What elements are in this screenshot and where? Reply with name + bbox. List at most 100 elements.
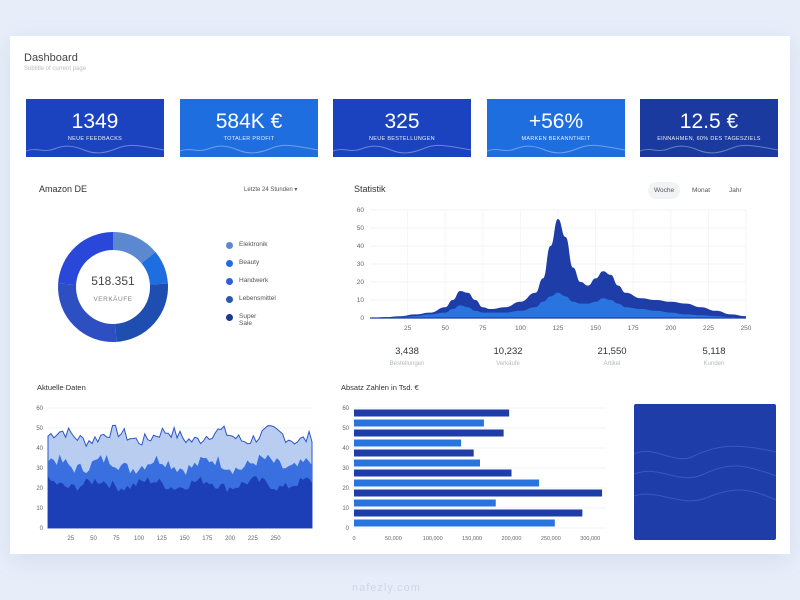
- kpi-value: 325: [384, 110, 420, 133]
- area-series: [370, 292, 746, 318]
- kpi-sparkline: [333, 144, 471, 154]
- donut-slice: [141, 251, 168, 285]
- page-title: Dashboard: [24, 52, 78, 64]
- x-tick-label: 225: [703, 325, 714, 332]
- bar: [354, 489, 603, 497]
- kpi-label: MARKEN BEKANNTHEIT: [521, 136, 591, 142]
- y-tick-label: 0: [346, 526, 350, 532]
- y-tick-label: 20: [36, 486, 43, 492]
- y-tick-label: 30: [342, 466, 349, 472]
- stat-value: 21,550: [597, 346, 627, 357]
- x-tick-label: 150: [180, 536, 191, 542]
- legend-dot: [226, 242, 233, 249]
- kpi-card: 1349 NEUE FEEDBACKS: [26, 99, 164, 157]
- x-tick-label: 250,000: [541, 536, 561, 542]
- kpi-card: 584K € TOTALER PROFIT: [180, 99, 318, 157]
- bar: [354, 409, 510, 417]
- bar: [354, 419, 484, 427]
- kpi-value: +56%: [528, 110, 584, 133]
- y-tick-label: 50: [36, 426, 43, 432]
- tab-jahr[interactable]: Jahr: [729, 187, 742, 194]
- y-tick-label: 0: [360, 315, 364, 322]
- donut-slice: [113, 232, 156, 264]
- stat-label: Artikel: [603, 361, 621, 367]
- legend-label: Elektronik: [239, 241, 268, 248]
- statistik-title: Statistik: [354, 184, 386, 194]
- x-tick-label: 175: [628, 325, 639, 332]
- kpi-card: 12.5 € EINNAHMEN, 60% DES TAGESZIELS: [640, 99, 778, 157]
- kpi-sparkline: [180, 144, 318, 154]
- tab-monat[interactable]: Monat: [692, 187, 711, 194]
- y-tick-label: 20: [342, 486, 349, 492]
- donut-slice: [58, 232, 113, 285]
- stat-item: 5,118 Kunden: [674, 346, 754, 367]
- kpi-label: NEUE FEEDBACKS: [67, 136, 123, 142]
- aktuelle-area-chart: 0 10 20 30 40 50 60 25 50 75 100 125 150 175 200 225 250: [36, 406, 313, 542]
- stat-value: 10,232: [493, 346, 523, 357]
- y-tick-label: 60: [36, 406, 43, 412]
- legend-label: Super Sale: [239, 313, 257, 327]
- stat-item: 3,438 Bestellungen: [367, 346, 447, 367]
- bar: [354, 469, 512, 477]
- y-tick-label: 30: [357, 261, 365, 268]
- x-tick-label: 50,000: [385, 536, 402, 542]
- x-tick-label: 125: [553, 325, 564, 332]
- bar: [354, 439, 462, 447]
- x-tick-label: 100: [515, 325, 526, 332]
- x-tick-label: 300,000: [580, 536, 600, 542]
- time-range-dropdown[interactable]: Letzte 24 Stunden ▾: [244, 186, 297, 193]
- stat-label: Verkäufe: [496, 361, 520, 367]
- x-tick-label: 200,000: [502, 536, 522, 542]
- y-tick-label: 50: [357, 225, 365, 232]
- y-tick-label: 60: [342, 406, 349, 412]
- stat-item: 21,550 Artikel: [572, 346, 652, 367]
- legend-label: Beauty: [239, 259, 260, 266]
- x-tick-label: 75: [479, 325, 487, 332]
- legend-dot: [226, 314, 233, 321]
- amazon-title: Amazon DE: [39, 184, 88, 194]
- bar: [354, 449, 474, 457]
- x-tick-label: 200: [665, 325, 676, 332]
- absatz-bar-chart: 0 10 20 30 40 50 60 0 50,000 100,000 150,000 200,00…: [342, 406, 606, 542]
- donut-slice: [115, 283, 168, 342]
- y-tick-label: 30: [36, 466, 43, 472]
- x-tick-label: 250: [271, 536, 282, 542]
- kpi-sparkline: [640, 144, 778, 154]
- kpi-sparkline: [26, 144, 164, 154]
- tab-woche[interactable]: Woche: [648, 182, 681, 199]
- kpi-value: 1349: [71, 110, 119, 133]
- bar: [354, 429, 504, 437]
- x-tick-label: 175: [202, 536, 213, 542]
- bar: [354, 499, 496, 507]
- area-series: [48, 476, 312, 528]
- stat-label: Bestellungen: [389, 361, 425, 367]
- bar: [354, 479, 540, 487]
- stat-value: 5,118: [702, 346, 726, 357]
- y-tick-label: 10: [36, 506, 43, 512]
- y-tick-label: 10: [342, 506, 349, 512]
- y-tick-label: 40: [357, 243, 365, 250]
- absatz-title: Absatz Zahlen in Tsd. €: [341, 383, 419, 392]
- donut-slice: [58, 283, 117, 342]
- x-tick-label: 250: [741, 325, 752, 332]
- stat-item: 10,232 Verkäufe: [468, 346, 548, 367]
- x-tick-label: 200: [225, 536, 236, 542]
- statistik-area-chart: 0 10 20 30 40 50 60 25 50 75 100 125 150 175 200 225 250: [357, 207, 752, 332]
- x-tick-label: 50: [90, 536, 97, 542]
- chevron-down-icon: ▾: [294, 187, 298, 193]
- kpi-value: 584K €: [215, 110, 283, 133]
- x-tick-label: 150,000: [462, 536, 482, 542]
- stat-label: Kunden: [703, 361, 725, 367]
- kpi-label: TOTALER PROFIT: [223, 136, 275, 142]
- bar: [354, 459, 480, 467]
- watermark-text: nafezly.com: [352, 582, 421, 594]
- x-tick-label: 125: [157, 536, 168, 542]
- x-tick-label: 50: [442, 325, 450, 332]
- donut-center-value: 518.351: [91, 274, 135, 288]
- aktuelle-title: Aktuelle Daten: [37, 383, 86, 392]
- stat-value: 3,438: [395, 346, 419, 357]
- y-tick-label: 60: [357, 207, 365, 214]
- bar: [354, 509, 583, 517]
- legend-label: Lebensmittel: [239, 295, 276, 302]
- amazon-donut-chart: 518.351 VERKÄUFE: [58, 232, 168, 342]
